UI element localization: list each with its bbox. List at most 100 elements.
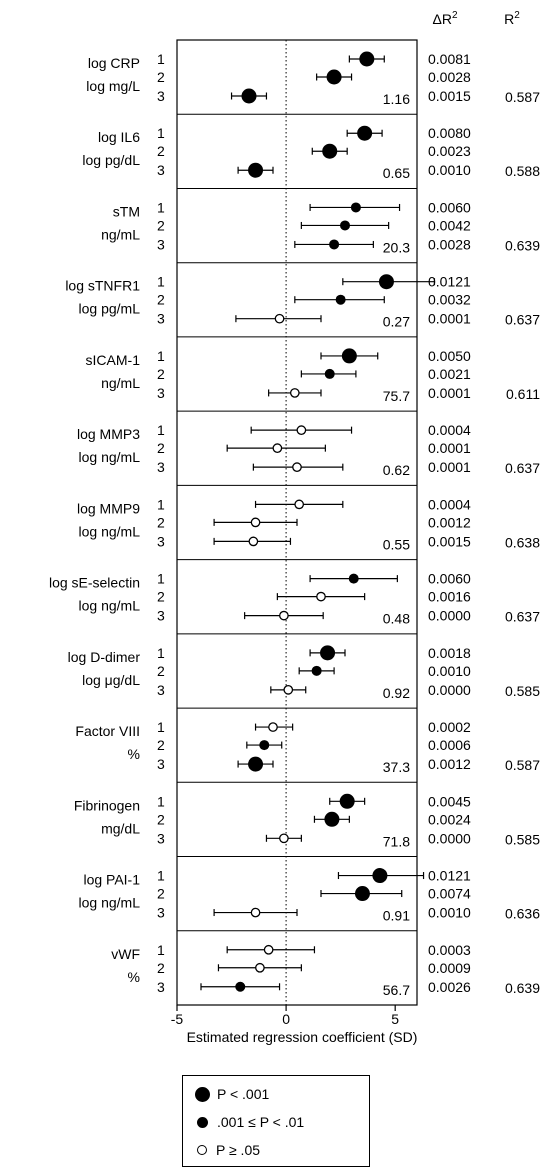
marker-name: log MMP9 bbox=[77, 500, 140, 516]
model-number: 3 bbox=[157, 682, 165, 698]
delta-r2-value: 0.0003 bbox=[428, 942, 471, 958]
delta-r2-value: 0.0002 bbox=[428, 719, 471, 735]
forest-plot: ΔR2 R2 log CRP log mg/L 1.16 0.587 1 0.0081 2 0.0… bbox=[49, 10, 540, 1045]
open-circle-icon bbox=[197, 1145, 207, 1155]
model-number: 3 bbox=[157, 979, 165, 995]
point-marker bbox=[329, 239, 340, 250]
model-number: 2 bbox=[157, 886, 165, 902]
model-number: 2 bbox=[157, 960, 165, 976]
model-number: 1 bbox=[157, 645, 165, 661]
legend-item-p-001-01: .001 ≤ P < .01 bbox=[195, 1112, 304, 1132]
delta-r2-value: 0.0001 bbox=[428, 385, 471, 401]
r2-value: 0.585 bbox=[505, 831, 540, 847]
delta-r2-value: 0.0026 bbox=[428, 979, 471, 995]
point-marker bbox=[241, 88, 257, 104]
point-marker bbox=[248, 756, 264, 772]
model-number: 2 bbox=[157, 366, 165, 382]
point-marker bbox=[335, 294, 346, 305]
delta-r2-value: 0.0060 bbox=[428, 199, 471, 215]
point-marker bbox=[248, 162, 264, 178]
marker-unit: % bbox=[128, 746, 140, 762]
delta-r2-value: 0.0024 bbox=[428, 811, 471, 827]
model-number: 1 bbox=[157, 125, 165, 141]
delta-r2-value: 0.0016 bbox=[428, 589, 471, 605]
delta-r2-value: 0.0000 bbox=[428, 830, 471, 846]
point-marker bbox=[294, 499, 305, 510]
delta-r2-value: 0.0028 bbox=[428, 236, 471, 252]
model-number: 3 bbox=[157, 830, 165, 846]
model-number: 1 bbox=[157, 422, 165, 438]
marker-name: sICAM-1 bbox=[86, 352, 141, 368]
model-number: 2 bbox=[157, 440, 165, 456]
point-marker bbox=[274, 313, 285, 324]
delta-r2-value: 0.0012 bbox=[428, 756, 471, 772]
point-marker bbox=[279, 833, 289, 844]
sd-value: 0.92 bbox=[383, 685, 410, 701]
delta-r2-value: 0.0028 bbox=[428, 69, 471, 85]
delta-r2-value: 0.0015 bbox=[428, 533, 471, 549]
sd-value: 1.16 bbox=[383, 91, 410, 107]
point-marker bbox=[255, 962, 265, 973]
model-number: 2 bbox=[157, 143, 165, 159]
marker-name: log IL6 bbox=[98, 129, 140, 145]
x-axis-label: Estimated regression coefficient (SD) bbox=[187, 1029, 418, 1045]
plot-frame bbox=[176, 39, 418, 1006]
marker-unit: ng/mL bbox=[101, 226, 140, 242]
legend-item-p-lt-001: P < .001 bbox=[195, 1084, 269, 1104]
point-marker bbox=[268, 722, 278, 732]
marker-unit: ng/mL bbox=[101, 375, 140, 391]
model-number: 3 bbox=[157, 88, 165, 104]
delta-r2-value: 0.0074 bbox=[428, 886, 471, 902]
delta-r2-value: 0.0032 bbox=[428, 292, 471, 308]
legend-label: P ≥ .05 bbox=[216, 1142, 261, 1158]
marker-name: log PAI-1 bbox=[83, 872, 140, 888]
delta-r2-value: 0.0121 bbox=[428, 274, 471, 290]
model-number: 1 bbox=[157, 496, 165, 512]
marker-name: log D-dimer bbox=[68, 649, 141, 665]
point-marker bbox=[279, 610, 289, 621]
model-number: 3 bbox=[157, 905, 165, 921]
marker-unit: log ng/mL bbox=[79, 449, 141, 465]
legend-item-p-ge-05: P ≥ .05 bbox=[195, 1140, 260, 1160]
delta-r2-value: 0.0023 bbox=[428, 143, 471, 159]
delta-r2-value: 0.0001 bbox=[428, 440, 471, 456]
point-marker bbox=[283, 684, 294, 695]
sd-value: 20.3 bbox=[383, 239, 410, 255]
sd-value: 0.62 bbox=[383, 462, 410, 478]
model-number: 2 bbox=[157, 811, 165, 827]
model-number: 1 bbox=[157, 51, 165, 67]
delta-r2-value: 0.0015 bbox=[428, 88, 471, 104]
point-marker bbox=[357, 125, 373, 141]
point-marker bbox=[324, 368, 335, 379]
marker-name: log MMP3 bbox=[77, 426, 140, 442]
delta-r2-value: 0.0012 bbox=[428, 514, 471, 530]
point-marker bbox=[350, 202, 361, 213]
model-number: 1 bbox=[157, 571, 165, 587]
small-filled-circle-icon bbox=[197, 1116, 208, 1128]
delta-r2-value: 0.0001 bbox=[428, 459, 471, 475]
model-number: 2 bbox=[157, 737, 165, 753]
model-number: 3 bbox=[157, 385, 165, 401]
point-marker bbox=[372, 868, 388, 884]
marker-name: log CRP bbox=[88, 55, 140, 71]
point-marker bbox=[248, 536, 259, 547]
marker-unit: log mg/L bbox=[86, 78, 140, 94]
delta-r2-value: 0.0021 bbox=[428, 366, 471, 382]
point-marker bbox=[324, 811, 340, 827]
sd-value: 37.3 bbox=[383, 759, 410, 775]
model-number: 1 bbox=[157, 719, 165, 735]
marker-unit: log ng/mL bbox=[79, 523, 141, 539]
point-marker bbox=[296, 425, 307, 436]
sd-value: 0.91 bbox=[383, 908, 410, 924]
point-marker bbox=[235, 981, 246, 992]
r2-value: 0.639 bbox=[505, 980, 540, 996]
delta-r2-header: ΔR2 bbox=[432, 10, 457, 27]
model-number: 3 bbox=[157, 533, 165, 549]
model-number: 1 bbox=[157, 348, 165, 364]
model-number: 1 bbox=[157, 793, 165, 809]
marker-name: log sTNFR1 bbox=[65, 278, 140, 294]
delta-r2-value: 0.0081 bbox=[428, 51, 471, 67]
large-filled-circle-icon bbox=[195, 1086, 210, 1102]
marker-unit: log pg/dL bbox=[82, 152, 140, 168]
marker-unit: log ng/mL bbox=[79, 895, 141, 911]
